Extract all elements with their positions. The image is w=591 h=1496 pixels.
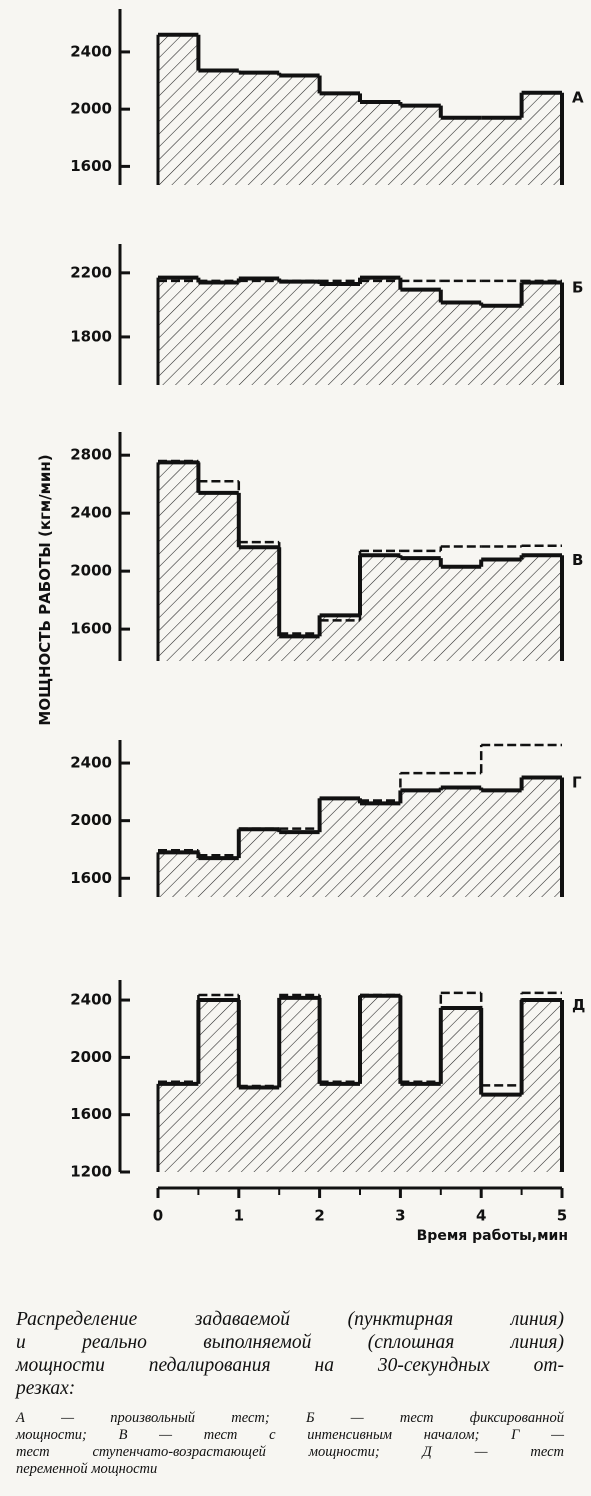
area-segment bbox=[360, 803, 401, 897]
area-segment bbox=[158, 462, 199, 661]
area-segment bbox=[238, 1087, 280, 1172]
caption-line: и реально выполняемой (сплошная линия) bbox=[16, 1332, 564, 1353]
area-segment bbox=[521, 777, 562, 897]
area-segment bbox=[238, 829, 280, 897]
area-segment bbox=[521, 1000, 562, 1172]
area-segment bbox=[400, 558, 441, 661]
y-tick-label: 2400 bbox=[70, 42, 112, 60]
y-tick-label: 1600 bbox=[70, 157, 112, 175]
y-tick-label: 2800 bbox=[70, 446, 112, 464]
area-segment bbox=[481, 117, 522, 185]
area-segment bbox=[521, 282, 562, 385]
area-segment bbox=[521, 555, 562, 661]
area-segment bbox=[521, 92, 562, 185]
area-segment bbox=[440, 117, 482, 185]
area-segment bbox=[319, 284, 360, 385]
panel-letter: В bbox=[572, 551, 583, 569]
charts: МОЩНОСТЬ РАБОТЫ (кгм/мин) 1600 2000 2400 А 1… bbox=[36, 9, 585, 1244]
area-segment bbox=[360, 995, 401, 1172]
caption-line: Распределение задаваемой (пунктирная лин… bbox=[16, 1309, 564, 1330]
x-tick-label: 5 bbox=[557, 1207, 567, 1225]
y-tick-label: 2400 bbox=[70, 991, 112, 1009]
area-segment bbox=[400, 105, 441, 185]
area-segment bbox=[158, 34, 199, 185]
area-segment bbox=[319, 1083, 360, 1172]
area-segment bbox=[319, 615, 360, 661]
y-tick-label: 1800 bbox=[70, 327, 112, 345]
y-tick-label: 2200 bbox=[70, 263, 112, 281]
x-tick-label: 1 bbox=[234, 1207, 244, 1225]
area-segment bbox=[238, 72, 280, 185]
area-segment bbox=[319, 93, 360, 185]
area-segment bbox=[319, 798, 360, 897]
area-segment bbox=[238, 547, 280, 661]
x-axis-label: Время работы,мин bbox=[417, 1228, 568, 1244]
caption-notes: А — произвольный тест; Б — тест фиксиров… bbox=[16, 1410, 564, 1478]
caption: Распределение задаваемой (пунктирная лин… bbox=[16, 1308, 564, 1400]
area-segment bbox=[400, 1083, 441, 1172]
area-segment bbox=[360, 277, 401, 385]
y-tick-label: 1600 bbox=[70, 620, 112, 638]
area-segment bbox=[279, 636, 320, 661]
area-segment bbox=[400, 790, 441, 897]
x-tick-label: 2 bbox=[314, 1207, 324, 1225]
area-segment bbox=[440, 566, 482, 661]
area-segment bbox=[158, 852, 199, 897]
area-segment bbox=[481, 305, 522, 385]
area-segment bbox=[198, 858, 239, 897]
area-segment bbox=[279, 281, 320, 385]
area-segment bbox=[198, 70, 239, 185]
caption-line: резках: bbox=[16, 1378, 76, 1399]
y-tick-label: 2400 bbox=[70, 504, 112, 522]
area-segment bbox=[360, 102, 401, 185]
panel-letter: Г bbox=[572, 773, 582, 791]
area-segment bbox=[440, 1007, 482, 1172]
y-tick-label: 2000 bbox=[70, 1048, 112, 1066]
caption-line: переменной мощности bbox=[16, 1461, 158, 1477]
area-segment bbox=[360, 555, 401, 661]
y-tick-label: 2000 bbox=[70, 562, 112, 580]
area-segment bbox=[198, 1000, 239, 1172]
area-segment bbox=[198, 492, 239, 661]
area-segment bbox=[440, 787, 482, 897]
area-segment bbox=[158, 277, 199, 385]
area-segment bbox=[238, 278, 280, 385]
area-segment bbox=[481, 790, 522, 897]
area-segment bbox=[198, 282, 239, 385]
y-tick-label: 1600 bbox=[70, 869, 112, 887]
y-tick-label: 1600 bbox=[70, 1105, 112, 1123]
panel-letter: А bbox=[572, 89, 584, 107]
caption-line: А — произвольный тест; Б — тест фиксиров… bbox=[16, 1410, 564, 1426]
x-tick-label: 3 bbox=[395, 1207, 405, 1225]
y-tick-label: 2400 bbox=[70, 754, 112, 772]
y-axis-label: МОЩНОСТЬ РАБОТЫ (кгм/мин) bbox=[36, 454, 54, 725]
y-tick-label: 2000 bbox=[70, 100, 112, 118]
area-segment bbox=[158, 1083, 199, 1172]
caption-line: мощности; В — тест с интенсивным началом… bbox=[16, 1427, 564, 1443]
caption-line: мощности педалирования на 30-секундных о… bbox=[16, 1355, 564, 1376]
panel-letter: Б bbox=[572, 278, 583, 296]
area-segment bbox=[279, 832, 320, 897]
area-segment bbox=[440, 302, 482, 385]
y-tick-label: 2000 bbox=[70, 811, 112, 829]
area-segment bbox=[481, 1094, 522, 1172]
area-segment bbox=[279, 75, 320, 185]
area-segment bbox=[279, 997, 320, 1172]
area-segment bbox=[400, 289, 441, 385]
area-segment bbox=[481, 559, 522, 661]
caption-line: тест ступенчато-возрастающей мощности; Д… bbox=[16, 1444, 564, 1460]
y-tick-label: 1200 bbox=[70, 1163, 112, 1181]
panel-letter: Д bbox=[572, 996, 585, 1014]
x-tick-label: 0 bbox=[153, 1207, 163, 1225]
x-tick-label: 4 bbox=[476, 1207, 486, 1225]
